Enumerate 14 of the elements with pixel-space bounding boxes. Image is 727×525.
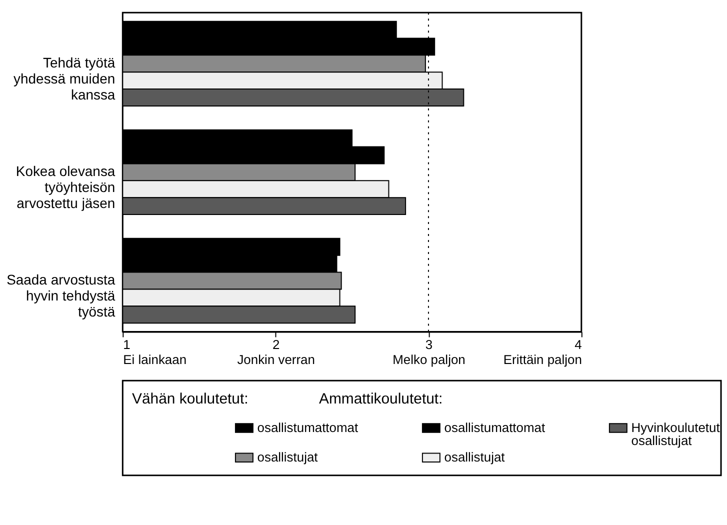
legend-label: osallistumattomat	[444, 420, 546, 435]
y-tick-label: Saada arvostusta hyvin tehdystä työstä	[6, 272, 116, 320]
x-tick-label: 3 Melko paljon	[392, 337, 466, 368]
x-tick-label: 1 Ei lainkaan	[123, 337, 187, 368]
legend-label: Hyvinkoulutetut osallistujat	[631, 420, 720, 448]
x-tick-label: 4 Erittäin paljon	[503, 337, 582, 368]
text: Vähän koulutetut:	[132, 390, 248, 408]
x-tick-label: 2 Jonkin verran	[237, 337, 315, 368]
y-tick-label: Tehdä työtä yhdessä muiden kanssa	[14, 54, 116, 103]
legend-label: osallistujat	[444, 450, 506, 465]
y-tick-label: Kokea olevansa työyhteisön arvostettu jäsen	[16, 163, 116, 212]
text: Ammattikoulutetut:	[318, 390, 443, 408]
legend-label: osallistujat	[257, 450, 318, 465]
legend-label: osallistumattomat	[257, 420, 358, 435]
